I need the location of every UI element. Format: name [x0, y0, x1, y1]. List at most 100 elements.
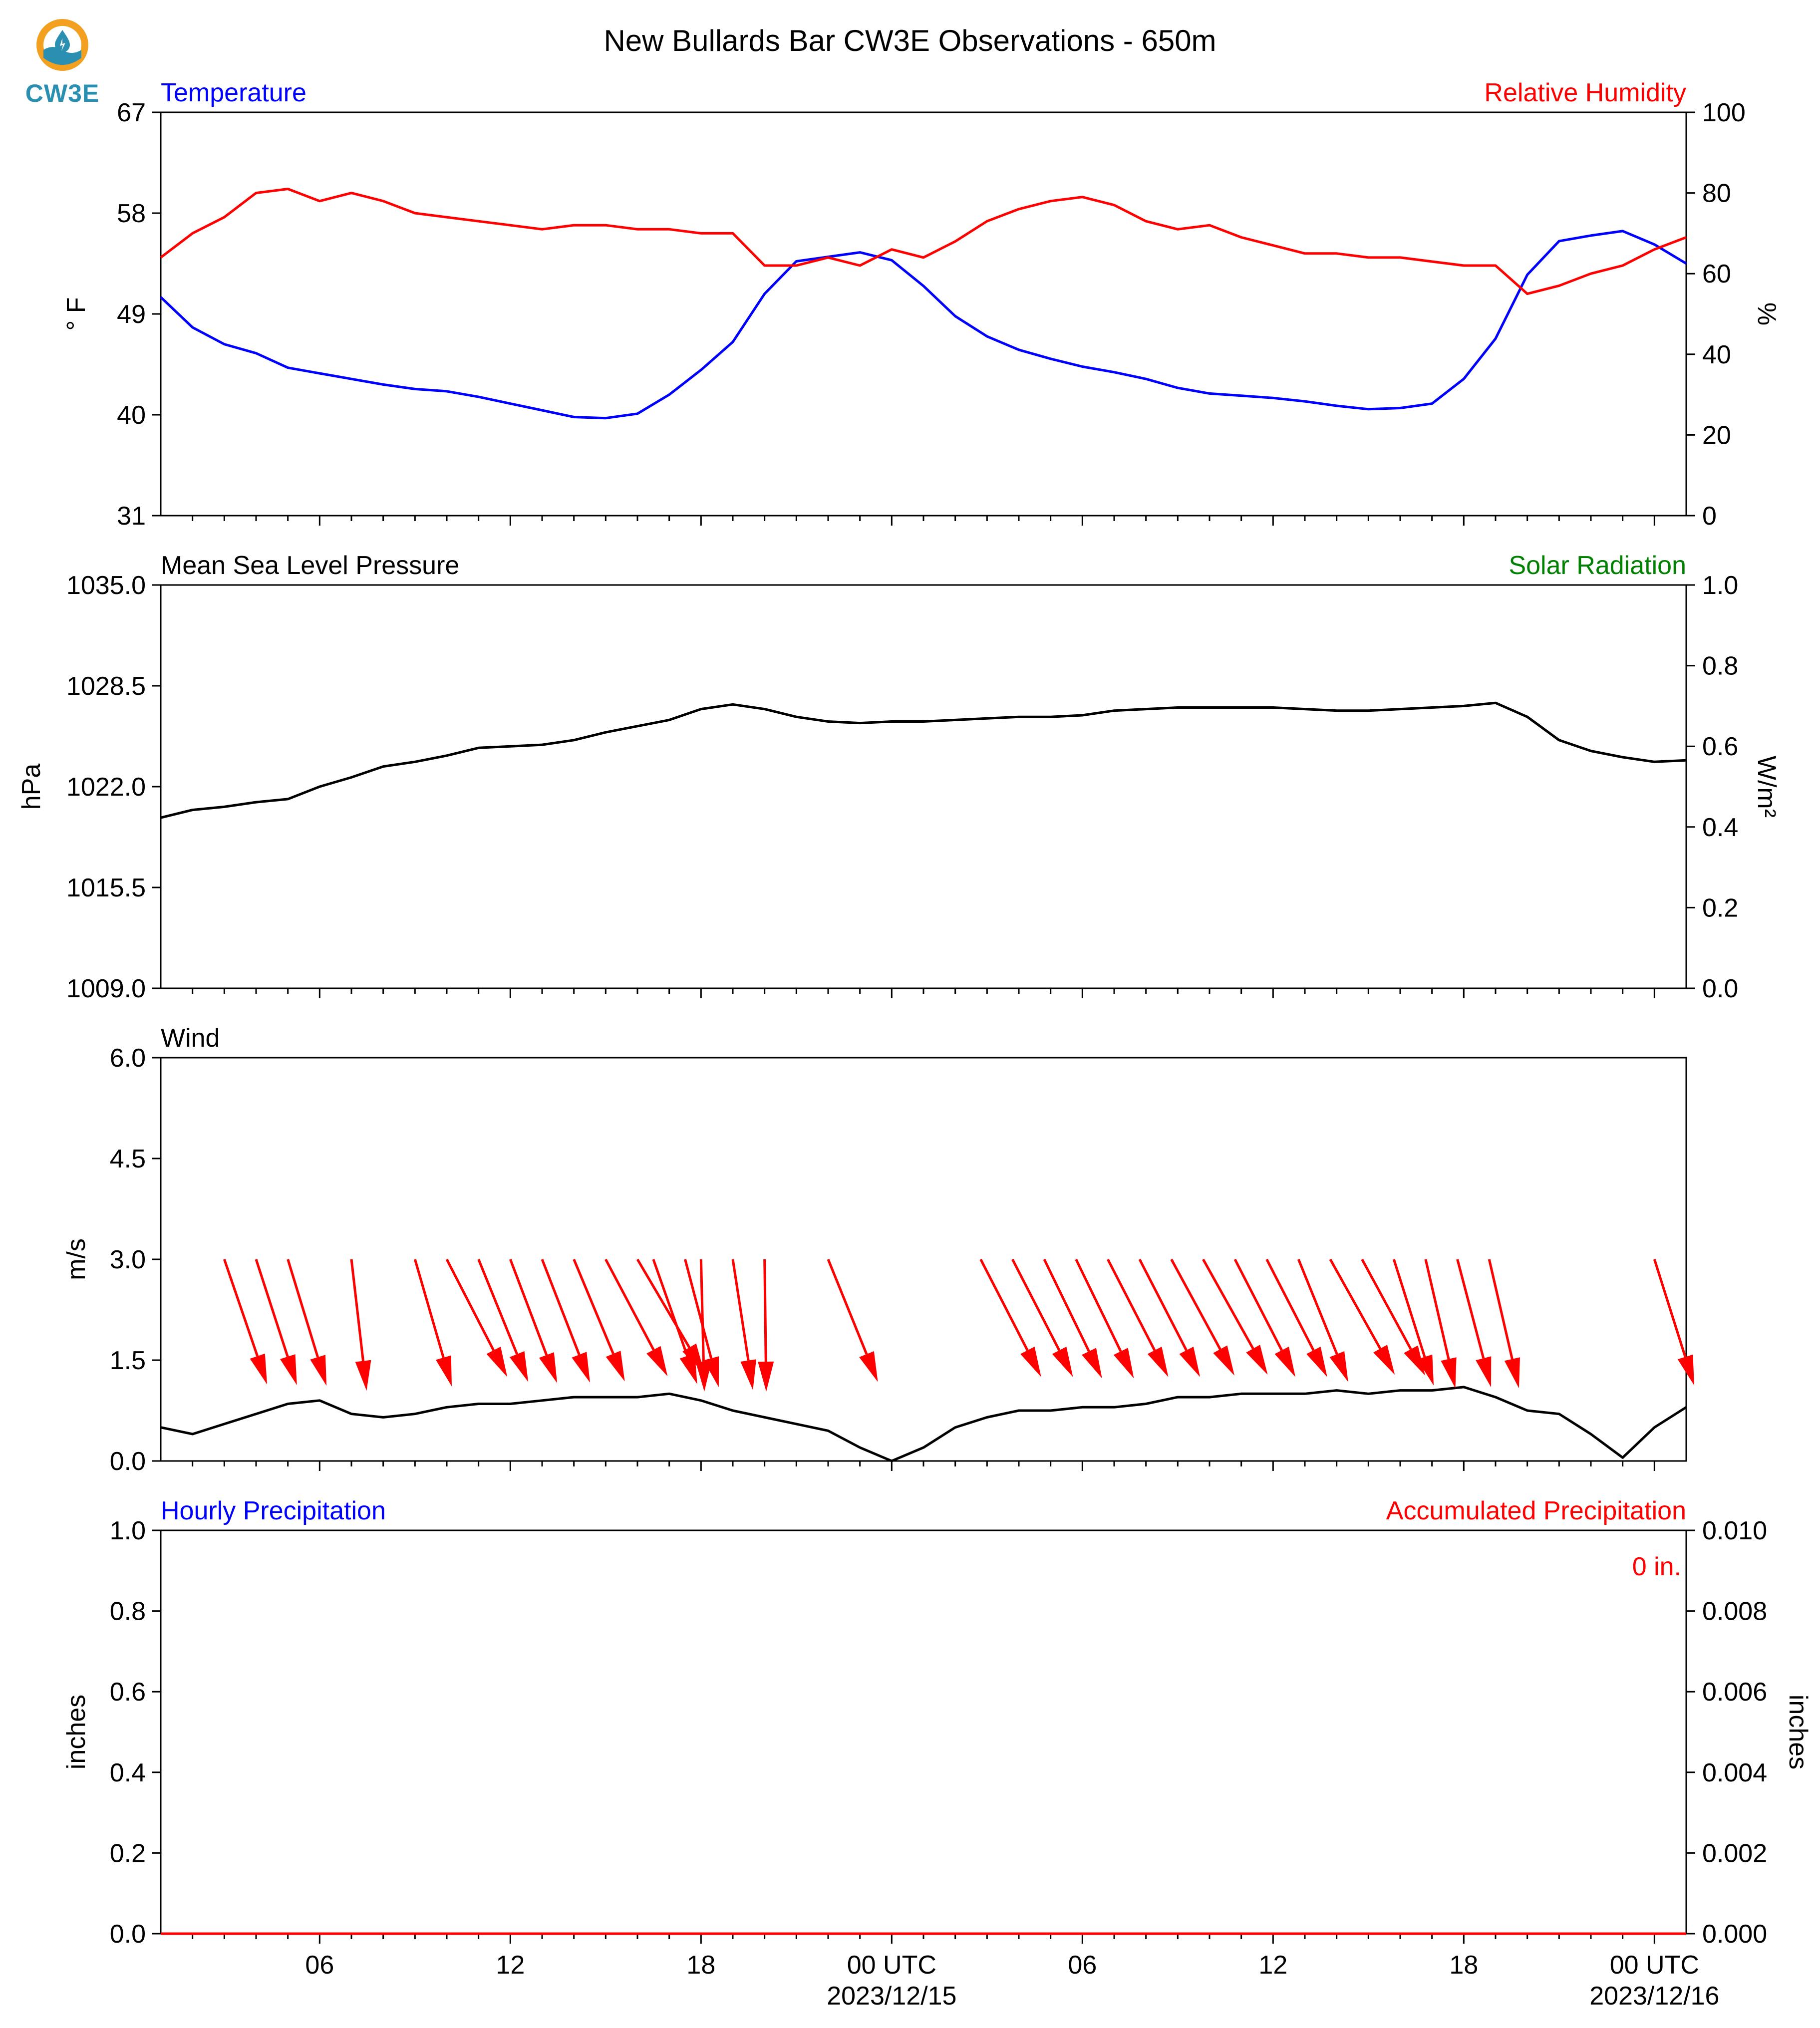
y-right-tick-label: 0.8: [1702, 652, 1738, 681]
wind-arrow-shaft: [1170, 1258, 1221, 1350]
y-right-tick-label: 0.008: [1702, 1597, 1767, 1626]
wind-arrow-head: [1504, 1357, 1520, 1389]
y-right-tick-label: 100: [1702, 98, 1746, 127]
wind-arrow-shaft: [413, 1259, 445, 1358]
panel-left-label: Mean Sea Level Pressure: [161, 551, 459, 580]
wind-arrow: [605, 1258, 668, 1377]
wind-arrow: [827, 1259, 878, 1382]
wind-arrow-shaft: [1011, 1258, 1061, 1351]
wind-arrow-shaft: [1361, 1258, 1412, 1350]
panel-left-label: Wind: [161, 1024, 220, 1053]
y-tick-label: 0.2: [110, 1839, 146, 1868]
wind-arrow-head: [1082, 1348, 1102, 1379]
y-right-tick-label: 1.0: [1702, 571, 1738, 600]
wind-arrow: [509, 1259, 558, 1383]
wind-arrow: [1297, 1259, 1348, 1382]
y-right-tick-label: 0.0: [1702, 974, 1738, 1003]
wind-arrow: [979, 1258, 1041, 1377]
wind-arrow-head: [1020, 1347, 1041, 1377]
panel-left-label: Hourly Precipitation: [161, 1496, 386, 1525]
panels: 31 40 49 58 67 0 20 40 60 80 100 Temperature Relativ…: [17, 78, 1813, 2011]
wind-arrow: [1392, 1259, 1434, 1386]
wind-arrow-shaft: [636, 1258, 691, 1348]
wind-arrow: [695, 1259, 712, 1392]
wind-arrow-head: [1677, 1354, 1695, 1386]
y-tick-label: 1028.5: [66, 672, 146, 701]
wind-arrow: [1456, 1259, 1492, 1388]
y-right-tick-label: 0.006: [1702, 1678, 1767, 1707]
wind-arrow-head: [1113, 1348, 1134, 1379]
series-line-temperature: [160, 230, 1687, 420]
wind-arrow: [1329, 1258, 1395, 1375]
wind-arrow-head: [572, 1352, 590, 1383]
wind-arrow: [1488, 1259, 1520, 1389]
wind-arrow-shaft: [1297, 1259, 1338, 1355]
y-axis-label: m/s: [62, 1238, 91, 1280]
x-tick-label: 06: [1068, 1951, 1097, 1980]
y-tick-label: 1009.0: [66, 974, 146, 1003]
wind-arrow: [255, 1259, 297, 1386]
wind-arrow: [1424, 1259, 1457, 1389]
series-line-wind: [160, 1386, 1687, 1462]
y-tick-label: 1.0: [110, 1516, 146, 1545]
chart-panel-3: 0.0 1.5 3.0 4.5 6.0 Wind m/s: [62, 1024, 1695, 1476]
wind-arrow-head: [1274, 1347, 1296, 1377]
y-right-tick-label: 0.002: [1702, 1839, 1767, 1868]
y-axis-label: ° F: [62, 297, 91, 330]
wind-arrow-head: [250, 1353, 268, 1385]
wind-arrow: [287, 1259, 327, 1386]
series-line-relative-humidity: [160, 188, 1687, 295]
series-line-mean-sea-level-pressure: [160, 701, 1687, 819]
y-right-tick-label: 40: [1702, 340, 1731, 369]
y-right-axis-label: inches: [1784, 1695, 1813, 1769]
wind-arrow-shaft: [1488, 1259, 1514, 1360]
chart-panel-1: 31 40 49 58 67 0 20 40 60 80 100 Temperature Relativ…: [62, 78, 1781, 531]
y-axis-label: inches: [62, 1695, 91, 1769]
y-tick-label: 67: [117, 98, 146, 127]
wind-arrow: [350, 1259, 371, 1391]
plot-frame: [160, 111, 1687, 517]
y-tick-label: 1022.0: [66, 773, 146, 802]
y-tick-label: 6.0: [110, 1044, 146, 1073]
y-right-tick-label: 0.004: [1702, 1758, 1767, 1787]
wind-arrow-shaft: [684, 1259, 713, 1359]
wind-arrow-shaft: [1075, 1258, 1122, 1352]
wind-arrow-head: [1441, 1357, 1457, 1389]
wind-arrow-head: [740, 1359, 756, 1390]
wind-arrow: [1653, 1259, 1695, 1386]
y-axis-label: hPa: [17, 764, 46, 810]
y-tick-label: 3.0: [110, 1245, 146, 1274]
wind-arrow-head: [1476, 1356, 1492, 1388]
wind-arrow-shaft: [1424, 1259, 1450, 1360]
wind-arrow-shaft: [1329, 1258, 1382, 1350]
y-tick-label: 40: [117, 401, 146, 430]
wind-arrow-shaft: [605, 1258, 655, 1351]
x-tick-date-label: 2023/12/15: [827, 1982, 956, 2011]
wind-arrow-shaft: [223, 1259, 259, 1357]
x-tick-label: 18: [686, 1951, 715, 1980]
wind-arrow: [731, 1259, 756, 1390]
chart-panel-4: 0.0 0.2 0.4 0.6 0.8 1.0 0.000 0.002 0.004 0.006 0.…: [62, 1496, 1813, 1949]
wind-arrow: [1361, 1258, 1425, 1376]
wind-arrow-head: [1213, 1345, 1234, 1376]
x-tick-label: 18: [1449, 1951, 1478, 1980]
plot-frame: [160, 1529, 1687, 1935]
wind-arrow-shaft: [1233, 1258, 1283, 1351]
wind-arrow-shaft: [573, 1259, 614, 1355]
x-tick-label: 12: [1258, 1951, 1287, 1980]
wind-arrow: [1075, 1258, 1134, 1379]
wind-arrow-head: [1179, 1347, 1201, 1377]
wind-arrow-head: [486, 1347, 508, 1377]
precip-total-annotation: 0 in.: [1632, 1552, 1681, 1581]
y-right-tick-label: 0.000: [1702, 1920, 1767, 1949]
y-right-tick-label: 0.6: [1702, 732, 1738, 761]
wind-arrow-shaft: [1653, 1259, 1687, 1358]
wind-arrow-shaft: [699, 1259, 705, 1362]
wind-arrow-head: [1373, 1345, 1395, 1375]
y-tick-label: 0.0: [110, 1447, 146, 1476]
x-tick-label: 12: [496, 1951, 525, 1980]
wind-arrow-shaft: [652, 1259, 689, 1357]
wind-arrow-head: [310, 1355, 327, 1386]
wind-arrow-head: [606, 1351, 625, 1382]
